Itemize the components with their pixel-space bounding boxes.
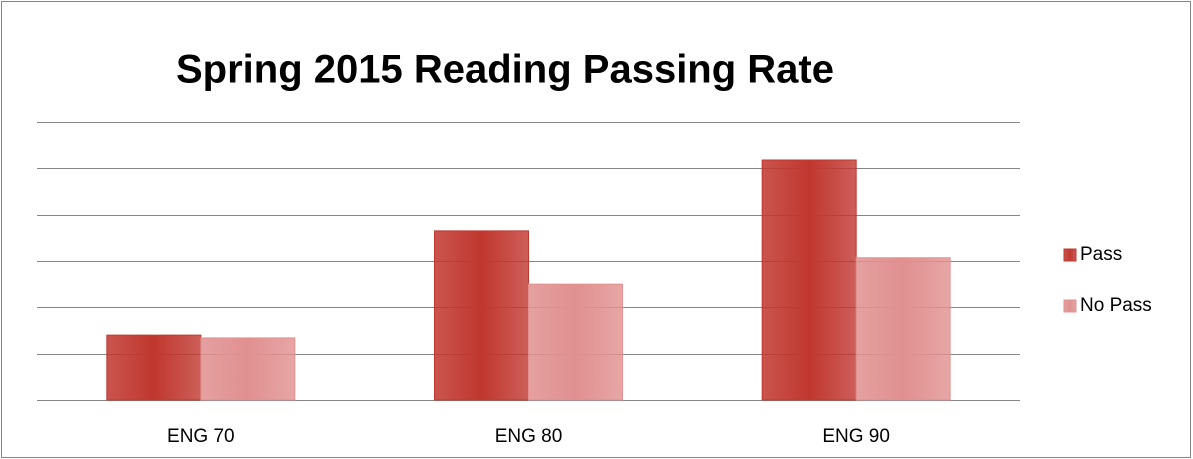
chart-title: Spring 2015 Reading Passing Rate (176, 48, 834, 92)
legend-swatch (1063, 299, 1077, 313)
bar (200, 337, 296, 401)
x-tick-label: ENG 80 (495, 426, 563, 447)
legend-swatch (1063, 248, 1077, 262)
bar (106, 334, 202, 401)
bar (434, 230, 529, 401)
bar (855, 257, 951, 401)
bar (528, 283, 623, 401)
bar (761, 159, 857, 401)
legend-label: Pass (1080, 244, 1122, 265)
legend-label: No Pass (1080, 295, 1152, 316)
x-tick-label: ENG 90 (822, 426, 890, 447)
x-tick-label: ENG 70 (167, 426, 235, 447)
